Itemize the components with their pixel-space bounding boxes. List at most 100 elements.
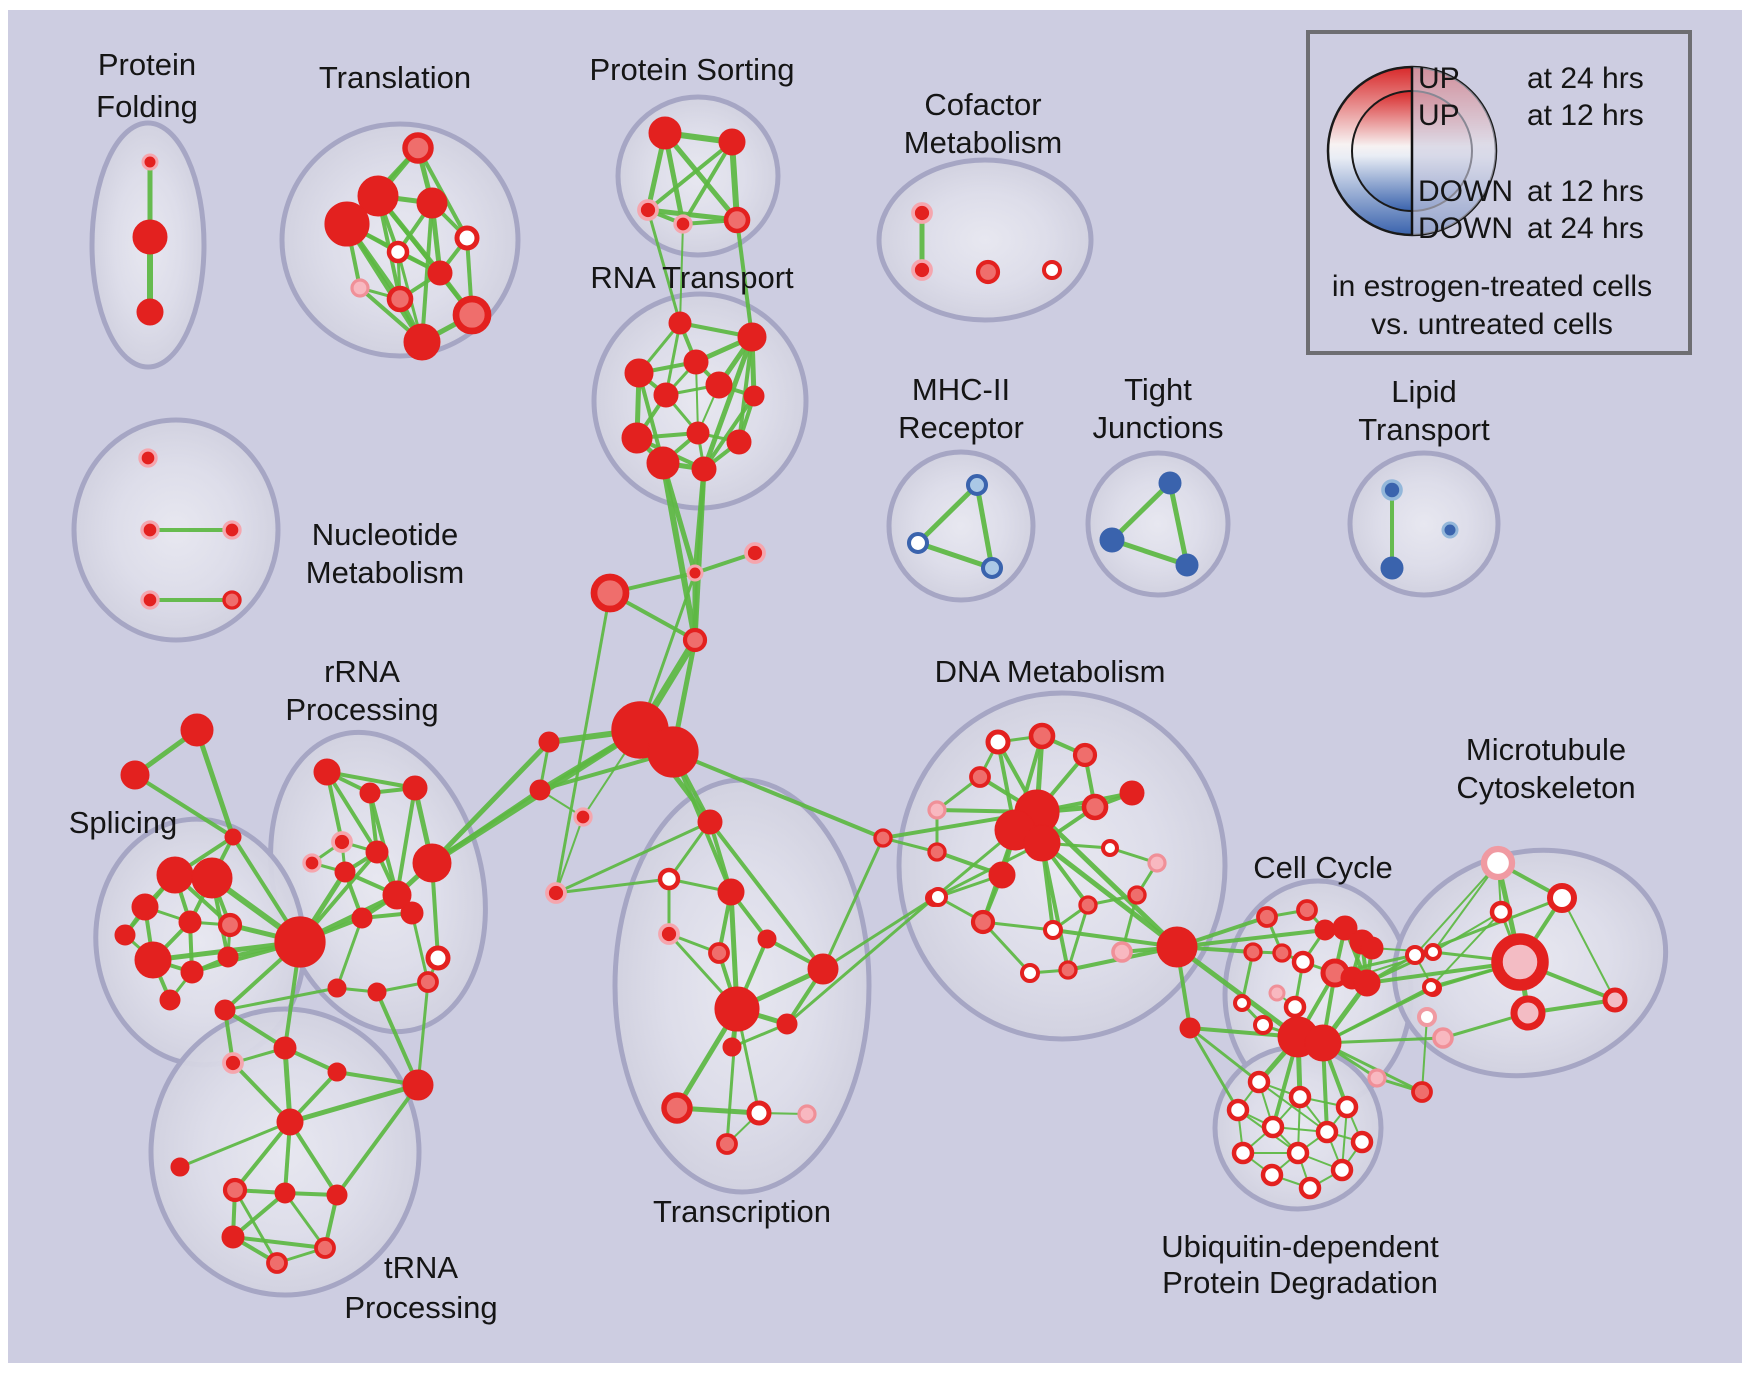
network-node [131, 893, 159, 921]
network-node [668, 311, 692, 335]
network-edge [1322, 986, 1434, 1045]
network-node [529, 779, 551, 801]
network-node [928, 887, 948, 907]
cluster-label-ubiquitin-degradation: Protein Degradation [1162, 1265, 1438, 1300]
network-node [1489, 900, 1513, 924]
cluster-label-rrna-processing: rRNA [324, 654, 400, 689]
network-node [351, 907, 373, 929]
network-node [326, 1184, 348, 1206]
network-node [545, 882, 567, 904]
network-node [1298, 1176, 1322, 1200]
network-node [653, 382, 679, 408]
network-node [1441, 521, 1459, 539]
network-node [927, 842, 947, 862]
network-node [313, 758, 341, 786]
network-node [1058, 960, 1078, 980]
network-node [1314, 919, 1336, 941]
legend-text: UP at 24 hrs UP at 12 hrs DOWN at 12 hrs DOWN a… [1332, 62, 1652, 341]
cluster-label-splicing: Splicing [69, 805, 178, 840]
legend-direction-label: DOWN [1418, 175, 1513, 208]
network-node [138, 448, 158, 468]
network-node [402, 132, 434, 164]
network-edge [375, 991, 420, 1086]
network-edge [1035, 810, 1179, 949]
network-node [980, 556, 1004, 580]
network-node [1417, 1007, 1437, 1027]
network-node [427, 260, 453, 286]
cluster-label-nucleotide-metabolism: Metabolism [306, 555, 465, 590]
network-node [970, 909, 996, 935]
network-edge [233, 1120, 292, 1192]
network-node [683, 349, 709, 375]
network-edge [702, 394, 756, 471]
cluster-label-nucleotide-metabolism: Nucleotide [312, 517, 458, 552]
network-node [1101, 839, 1119, 857]
network-node [274, 1182, 296, 1204]
network-node [156, 856, 194, 894]
network-node [221, 1225, 245, 1249]
network-node [1272, 943, 1292, 963]
network-node [906, 531, 930, 555]
network-node [737, 322, 767, 352]
cluster-label-rrna-processing: Processing [285, 692, 438, 727]
legend-time-label: at 12 hrs [1527, 175, 1644, 208]
network-edge [735, 219, 754, 338]
legend-direction-label: UP [1418, 62, 1460, 95]
network-node [726, 429, 752, 455]
network-node [180, 960, 204, 984]
network-node [975, 259, 1001, 285]
network-node [1491, 933, 1549, 991]
network-node [365, 840, 389, 864]
cluster-ellipse-trna-processing [148, 1006, 422, 1298]
network-nodes [114, 116, 1628, 1274]
network-node [686, 421, 710, 445]
network-edge [1189, 1026, 1260, 1084]
cluster-label-protein-folding: Folding [96, 89, 198, 124]
network-node [178, 910, 202, 934]
cluster-label-lipid-transport: Transport [1358, 412, 1490, 447]
network-node [403, 323, 441, 361]
network-node [140, 520, 160, 540]
network-node [686, 564, 704, 582]
network-node [386, 285, 414, 313]
network-edge [335, 1083, 420, 1197]
network-node [180, 713, 214, 747]
network-node [657, 867, 681, 891]
network-edge [335, 917, 364, 989]
cluster-ellipse-cofactor-metabolism [876, 157, 1094, 323]
network-node [140, 590, 160, 610]
network-node [1422, 978, 1440, 996]
network-edge [737, 336, 754, 443]
network-node [416, 187, 448, 219]
network-node [969, 766, 991, 788]
network-node [1119, 780, 1145, 806]
network-node [705, 371, 733, 399]
network-edge [223, 1008, 287, 1050]
network-edge [395, 787, 417, 896]
network-node [590, 573, 630, 613]
network-node [222, 520, 242, 540]
network-node [1480, 845, 1516, 881]
cluster-label-trna-processing: tRNA [384, 1250, 458, 1285]
cluster-label-rna-transport: RNA Transport [590, 260, 794, 295]
network-edge [554, 592, 612, 894]
network-node [1043, 920, 1063, 940]
network-node [1602, 987, 1628, 1013]
network-node [132, 219, 168, 255]
network-node [314, 1237, 336, 1259]
network-edge [1175, 944, 1300, 1040]
network-node [302, 853, 322, 873]
network-edge [1167, 482, 1190, 566]
network-node [965, 473, 989, 497]
network-node [224, 828, 242, 846]
network-node [673, 214, 693, 234]
network-node [1411, 1081, 1433, 1103]
network-node [1175, 553, 1199, 577]
network-edge [555, 816, 584, 894]
cluster-label-dna-metabolism: DNA Metabolism [935, 654, 1166, 689]
network-edge [231, 1061, 292, 1124]
network-edge [194, 729, 236, 838]
network-node [646, 446, 680, 480]
